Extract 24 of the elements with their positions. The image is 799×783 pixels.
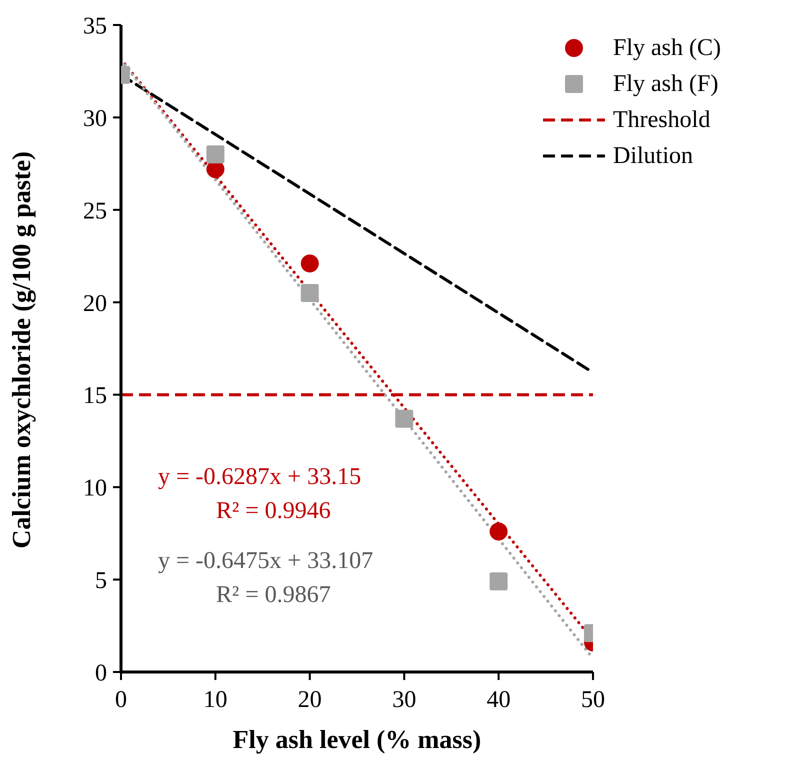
x-tick-label: 0 — [115, 687, 127, 714]
x-tick-label: 10 — [203, 687, 228, 714]
x-tick-label: 50 — [581, 687, 605, 714]
y-tick-label: 25 — [83, 198, 107, 224]
legend-label: Dilution — [613, 142, 694, 170]
y-tick-label: 10 — [83, 476, 107, 502]
legend-label: Fly ash (F) — [613, 70, 718, 98]
legend-label: Threshold — [613, 106, 710, 134]
y-tick-label: 20 — [83, 290, 107, 317]
y-axis-title: Calcium oxychloride (g/100 g paste) — [7, 151, 36, 548]
annotation: R² = 0.9946 — [216, 498, 331, 525]
x-tick-label: 40 — [486, 687, 511, 714]
y-tick-label: 15 — [83, 383, 107, 410]
annotation: R² = 0.9867 — [216, 582, 331, 609]
x-tick-label: 20 — [298, 687, 322, 714]
x-tick-label: 30 — [392, 687, 416, 714]
y-tick-label: 0 — [95, 660, 107, 687]
legend-label: Fly ash (C) — [613, 34, 721, 62]
annotation: y = -0.6475x + 33.107 — [158, 548, 374, 575]
annotation: y = -0.6287x + 33.15 — [158, 464, 362, 491]
y-tick-label: 5 — [95, 568, 107, 594]
y-tick-label: 35 — [83, 14, 107, 40]
x-axis-title: Fly ash level (% mass) — [232, 725, 482, 754]
y-tick-label: 30 — [83, 106, 107, 132]
